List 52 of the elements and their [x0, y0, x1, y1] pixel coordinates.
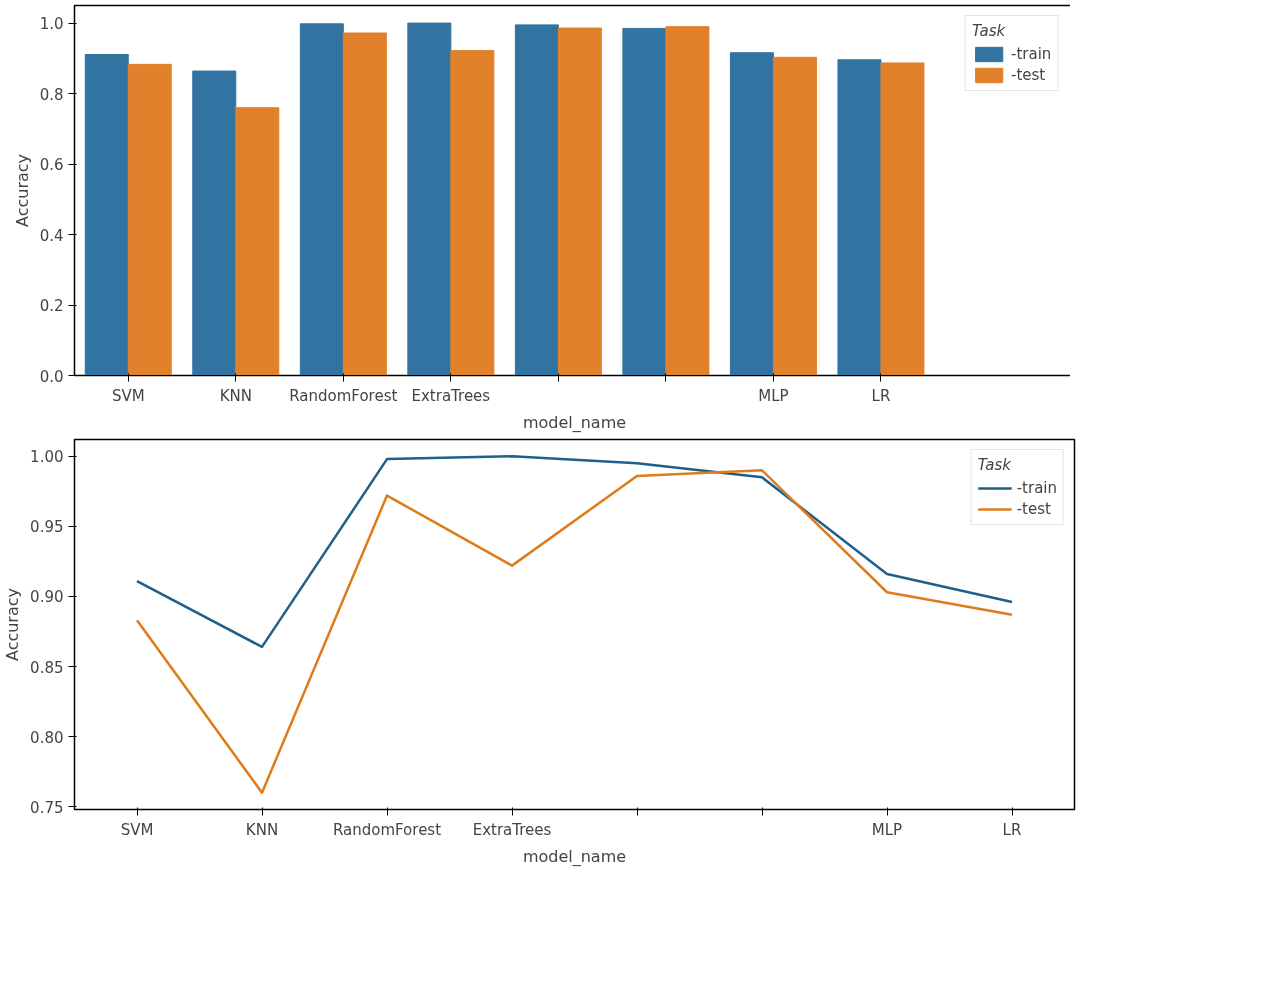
x-axis-title: model_name	[522, 412, 627, 433]
y-tick-label: 0.75	[30, 798, 64, 817]
bar	[622, 27, 667, 376]
y-tick-label: 0.95	[30, 518, 64, 537]
y-tick-label: 0.0	[39, 367, 64, 386]
x-tick-label: SVM	[120, 820, 154, 839]
y-tick-label: 0.4	[39, 226, 64, 245]
x-axis-title: model_name	[522, 846, 627, 867]
x-tick-label: KNN	[219, 386, 252, 405]
x-tick-label: ExtraTrees	[411, 386, 491, 405]
x-tick-label: SVM	[111, 386, 145, 405]
bar	[192, 70, 237, 376]
y-axis-title: Accuracy	[3, 587, 23, 662]
bar	[772, 56, 817, 376]
y-tick-label: 0.85	[30, 658, 64, 677]
legend-label: -train	[1016, 479, 1057, 497]
bar	[514, 24, 559, 376]
bar	[127, 63, 172, 376]
x-tick-label: MLP	[758, 386, 789, 405]
bar	[299, 23, 344, 376]
y-tick-label: 0.8	[39, 85, 64, 104]
bar	[557, 27, 602, 376]
y-tick-label: 0.6	[39, 156, 64, 175]
x-tick-label: RandomForest	[289, 386, 398, 405]
x-tick-label: RandomForest	[332, 820, 442, 839]
x-tick-label: MLP	[871, 820, 903, 839]
y-axis-title: Accuracy	[12, 153, 32, 228]
bar	[235, 107, 280, 376]
bar	[342, 32, 387, 376]
bar	[407, 22, 452, 376]
legend-title: Task	[972, 22, 1007, 40]
line-series	[135, 455, 1014, 649]
bar	[880, 62, 925, 376]
y-tick-label: 1.00	[30, 448, 64, 467]
legend-label: -train	[1011, 45, 1052, 63]
x-tick-label: ExtraTrees	[472, 820, 552, 839]
bar	[665, 26, 710, 376]
y-tick-label: 0.90	[30, 588, 64, 607]
bar	[84, 53, 129, 376]
legend-title: Task	[977, 456, 1012, 474]
legend-label: -test	[1016, 500, 1051, 518]
bar	[729, 52, 774, 376]
line-series	[135, 469, 1014, 794]
x-tick-label: LR	[1002, 820, 1022, 839]
y-tick-label: 0.80	[30, 728, 64, 747]
legend-label: -test	[1011, 66, 1046, 84]
bar	[450, 50, 495, 376]
x-tick-label: LR	[871, 386, 891, 405]
x-tick-label: KNN	[245, 820, 279, 839]
y-tick-label: 1.0	[39, 15, 64, 34]
y-tick-label: 0.2	[39, 297, 64, 316]
bar	[837, 59, 882, 376]
